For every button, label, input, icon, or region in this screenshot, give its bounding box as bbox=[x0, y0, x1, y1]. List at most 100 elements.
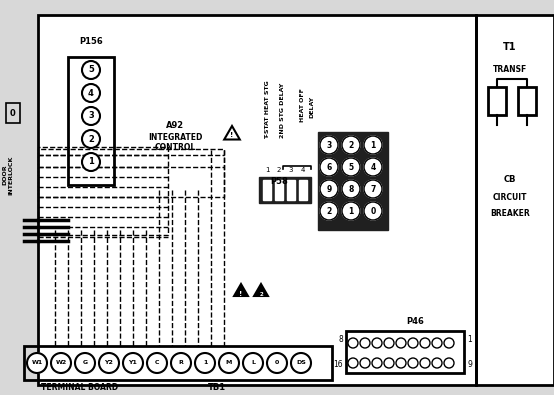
Text: T1: T1 bbox=[503, 42, 517, 52]
Circle shape bbox=[342, 136, 360, 154]
Text: 4: 4 bbox=[301, 167, 305, 173]
Text: 5: 5 bbox=[348, 162, 353, 171]
Bar bbox=[476, 15, 554, 385]
Circle shape bbox=[342, 158, 360, 176]
Text: CONTROL: CONTROL bbox=[155, 143, 196, 152]
Bar bbox=[24, 346, 332, 380]
Text: 1: 1 bbox=[371, 141, 376, 149]
Text: 1: 1 bbox=[88, 158, 94, 167]
Circle shape bbox=[171, 353, 191, 373]
Text: TERMINAL BOARD: TERMINAL BOARD bbox=[42, 382, 119, 391]
Text: 9: 9 bbox=[326, 184, 332, 194]
Text: 16: 16 bbox=[334, 360, 343, 369]
Bar bbox=[476, 15, 554, 385]
Polygon shape bbox=[254, 284, 268, 296]
Text: INTEGRATED: INTEGRATED bbox=[148, 132, 202, 141]
Bar bbox=[275, 180, 283, 200]
Bar bbox=[38, 147, 168, 235]
Bar bbox=[0, 0, 38, 395]
Polygon shape bbox=[234, 284, 248, 296]
Circle shape bbox=[320, 180, 338, 198]
Circle shape bbox=[82, 84, 100, 102]
Bar bbox=[518, 87, 536, 115]
Text: 3: 3 bbox=[289, 167, 293, 173]
Text: Y2: Y2 bbox=[105, 361, 114, 365]
Circle shape bbox=[75, 353, 95, 373]
Text: G: G bbox=[83, 361, 88, 365]
Text: A92: A92 bbox=[166, 120, 184, 130]
Bar bbox=[6, 103, 20, 123]
Text: 2: 2 bbox=[326, 207, 332, 216]
Text: !: ! bbox=[239, 291, 243, 297]
Text: R: R bbox=[178, 361, 183, 365]
Text: 0: 0 bbox=[10, 109, 16, 117]
Text: 0: 0 bbox=[275, 361, 279, 365]
Bar bbox=[68, 57, 114, 185]
Text: 8: 8 bbox=[338, 335, 343, 344]
Bar bbox=[287, 180, 295, 200]
Text: DELAY: DELAY bbox=[310, 96, 315, 118]
Text: 2: 2 bbox=[260, 292, 264, 297]
Circle shape bbox=[364, 136, 382, 154]
Circle shape bbox=[123, 353, 143, 373]
Text: CIRCUIT: CIRCUIT bbox=[493, 192, 527, 201]
Text: !: ! bbox=[230, 132, 234, 139]
Circle shape bbox=[27, 353, 47, 373]
Circle shape bbox=[342, 180, 360, 198]
Text: TRANSF: TRANSF bbox=[493, 64, 527, 73]
Text: 8: 8 bbox=[348, 184, 353, 194]
Bar bbox=[38, 149, 224, 197]
Circle shape bbox=[320, 202, 338, 220]
Text: 2ND STG DELAY: 2ND STG DELAY bbox=[280, 82, 285, 138]
Circle shape bbox=[364, 202, 382, 220]
Text: 2: 2 bbox=[277, 167, 281, 173]
Text: W2: W2 bbox=[55, 361, 66, 365]
Bar bbox=[299, 180, 307, 200]
Text: 5: 5 bbox=[88, 66, 94, 75]
Text: 9: 9 bbox=[467, 360, 472, 369]
Circle shape bbox=[364, 158, 382, 176]
Bar bbox=[346, 331, 464, 373]
Bar bbox=[38, 15, 476, 385]
Text: P58: P58 bbox=[270, 177, 288, 186]
Circle shape bbox=[267, 353, 287, 373]
Text: 4: 4 bbox=[371, 162, 376, 171]
Text: 1: 1 bbox=[265, 167, 269, 173]
Bar bbox=[318, 132, 388, 230]
Circle shape bbox=[320, 158, 338, 176]
Circle shape bbox=[147, 353, 167, 373]
Text: 4: 4 bbox=[88, 88, 94, 98]
Circle shape bbox=[342, 202, 360, 220]
Text: 7: 7 bbox=[370, 184, 376, 194]
Circle shape bbox=[82, 130, 100, 148]
Text: 1: 1 bbox=[203, 361, 207, 365]
Text: 6: 6 bbox=[326, 162, 332, 171]
Text: L: L bbox=[251, 361, 255, 365]
Circle shape bbox=[82, 61, 100, 79]
Text: C: C bbox=[155, 361, 159, 365]
Bar bbox=[259, 177, 311, 203]
Text: DS: DS bbox=[296, 361, 306, 365]
Circle shape bbox=[243, 353, 263, 373]
Text: TB1: TB1 bbox=[208, 382, 226, 391]
Text: W1: W1 bbox=[32, 361, 43, 365]
Circle shape bbox=[82, 153, 100, 171]
Text: M: M bbox=[226, 361, 232, 365]
Text: 1: 1 bbox=[467, 335, 472, 344]
Text: P156: P156 bbox=[79, 37, 103, 46]
Text: T-STAT HEAT STG: T-STAT HEAT STG bbox=[265, 81, 270, 139]
Circle shape bbox=[219, 353, 239, 373]
Text: 3: 3 bbox=[326, 141, 332, 149]
Text: HEAT OFF: HEAT OFF bbox=[300, 88, 305, 122]
Text: 3: 3 bbox=[88, 111, 94, 120]
Circle shape bbox=[82, 107, 100, 125]
Text: BREAKER: BREAKER bbox=[490, 209, 530, 218]
Circle shape bbox=[364, 180, 382, 198]
Bar bbox=[263, 180, 271, 200]
Circle shape bbox=[99, 353, 119, 373]
Circle shape bbox=[291, 353, 311, 373]
Text: 0: 0 bbox=[371, 207, 376, 216]
Circle shape bbox=[51, 353, 71, 373]
Bar bbox=[488, 87, 506, 115]
Text: CB: CB bbox=[504, 175, 516, 184]
